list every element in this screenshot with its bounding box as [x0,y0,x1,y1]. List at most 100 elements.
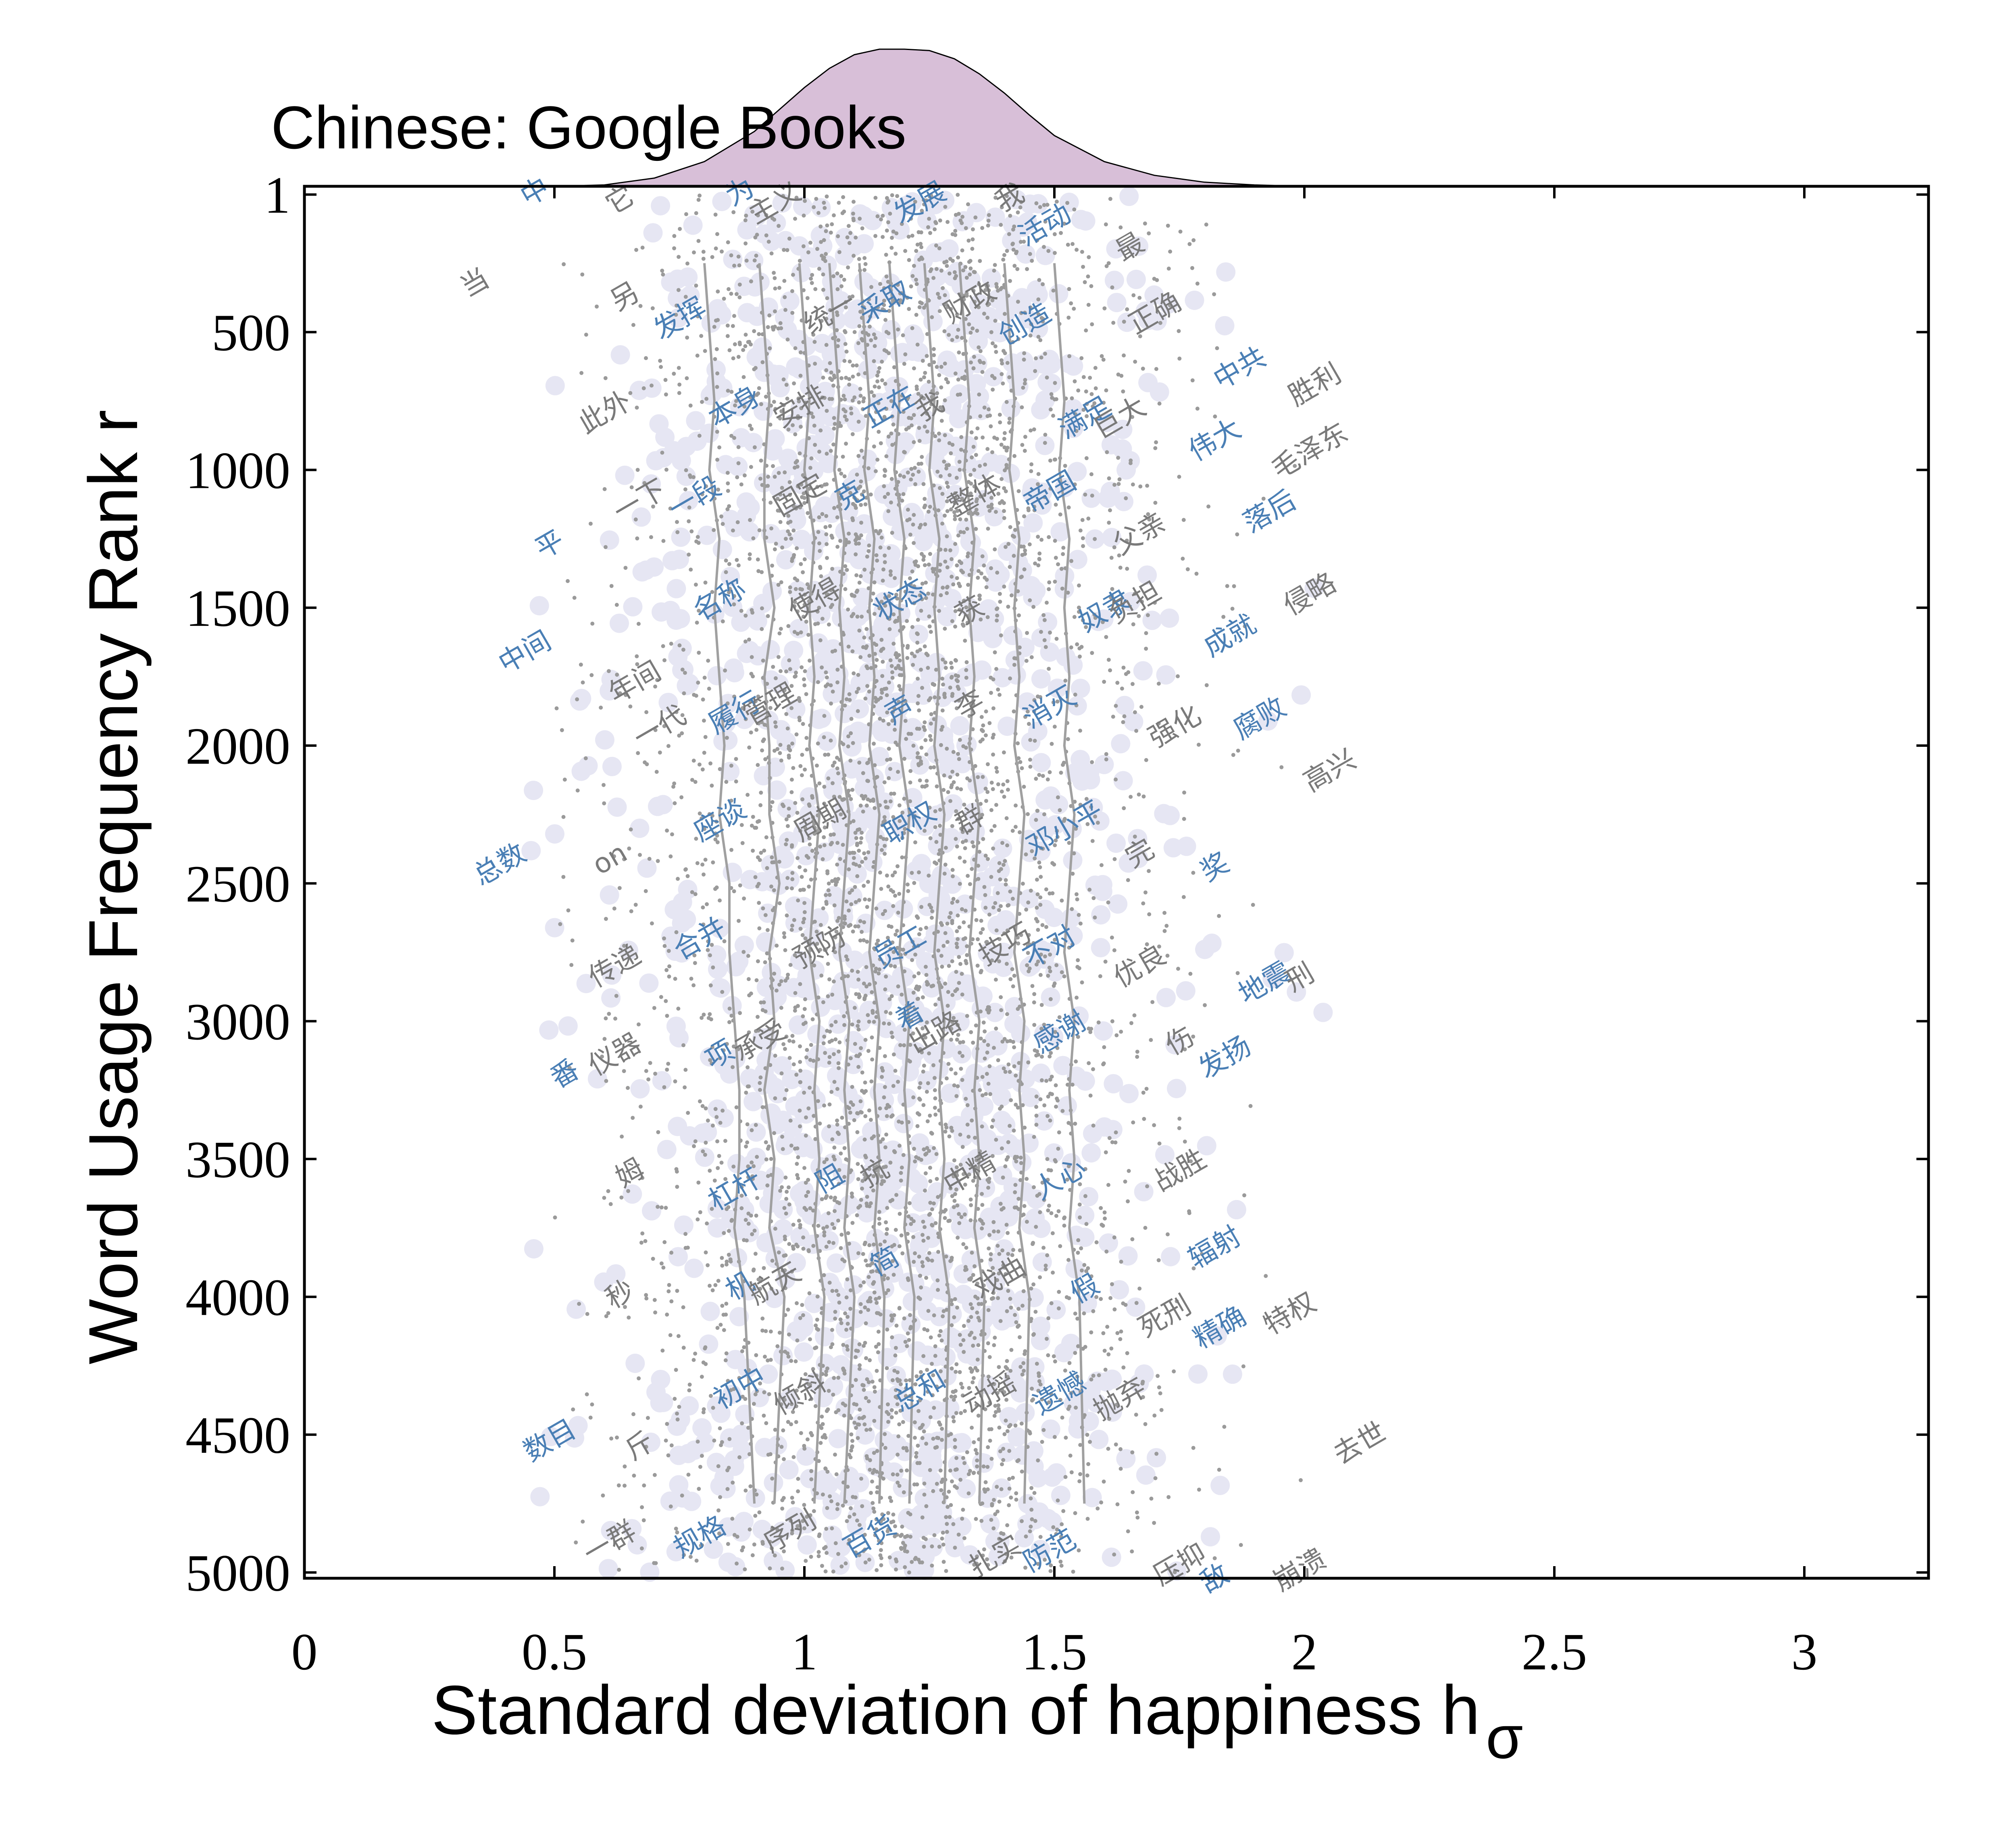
scatter-point [842,1014,846,1019]
scatter-point [1012,663,1016,667]
scatter-point [1158,1391,1162,1396]
scatter-point [859,1046,863,1050]
scatter-point [879,535,884,540]
scatter-point [694,283,698,288]
scatter-point [928,1468,932,1472]
scatter-point [950,769,955,774]
scatter-point [750,1232,754,1236]
scatter-point-halo [1115,696,1135,715]
scatter-point [937,609,941,613]
scatter-point [903,450,907,454]
scatter-point [1003,1164,1008,1169]
scatter-point [872,1451,876,1455]
scatter-point [803,767,807,772]
scatter-point [948,1219,952,1223]
scatter-point-halo [796,1446,816,1466]
scatter-point [904,427,908,431]
scatter-point [893,870,897,875]
scatter-point [869,1269,873,1274]
scatter-point [1011,1475,1015,1480]
scatter-point [778,751,782,755]
scatter-point [933,1076,937,1080]
scatter-point [1104,1150,1108,1154]
scatter-point [847,692,852,696]
scatter-point [1166,223,1170,228]
scatter-point [744,241,748,246]
scatter-point [849,1100,853,1104]
scatter-point [701,250,706,254]
scatter-point [897,1144,902,1148]
scatter-point [1032,1023,1037,1027]
scatter-point [887,1555,892,1560]
scatter-point [1054,637,1059,641]
scatter-point [970,1250,974,1255]
scatter-point-halo [897,1088,917,1108]
scatter-point [1122,714,1127,719]
scatter-point [872,1020,876,1024]
scatter-point-halo [1089,612,1108,631]
scatter-point-halo [733,1440,752,1460]
scatter-point [986,1308,991,1312]
scatter-point [764,1329,768,1333]
scatter-point [909,467,914,471]
scatter-point [993,510,998,514]
scatter-point [902,1316,906,1321]
scatter-point [893,1069,898,1073]
scatter-point [788,963,793,967]
scatter-point [1028,765,1033,769]
scatter-point [971,1040,975,1045]
scatter-point [825,542,829,546]
scatter-point [910,274,915,278]
scatter-point [1135,1515,1140,1520]
scatter-point [876,370,881,374]
scatter-point [1091,1067,1095,1071]
scatter-point-halo [827,1066,846,1086]
scatter-point [885,228,889,233]
scatter-point [1088,1440,1092,1444]
scatter-point [908,769,913,773]
scatter-point [708,1283,712,1288]
scatter-point-halo [1119,186,1139,206]
scatter-point [903,249,908,253]
scatter-point [1162,910,1167,915]
scatter-point [757,901,761,905]
scatter-point-halo [666,1542,686,1562]
scatter-point-halo [595,730,614,750]
scatter-point [916,971,921,975]
scatter-point [922,1063,926,1068]
scatter-point [821,288,825,292]
scatter-point [833,1020,838,1024]
scatter-point [869,285,873,289]
scatter-point [1090,322,1094,327]
scatter-point [1053,251,1057,255]
scatter-point [854,552,858,556]
scatter-point [750,1553,755,1557]
scatter-point [884,1010,888,1014]
scatter-point [1197,742,1201,747]
scatter-point [780,1506,785,1511]
scatter-point-halo [711,1403,731,1423]
scatter-point [1099,1500,1104,1504]
scatter-point [924,752,929,756]
scatter-point [842,1413,846,1418]
scatter-point [708,953,712,958]
scatter-point [923,1188,927,1193]
scatter-point [1012,264,1017,268]
scatter-point [948,911,953,915]
scatter-point [1033,1310,1038,1314]
scatter-point [973,1136,977,1140]
scatter-point [827,622,831,627]
scatter-point [1026,812,1030,816]
scatter-point-halo [722,1385,742,1404]
scatter-point [798,865,802,869]
scatter-point [719,1323,723,1327]
scatter-point [772,271,776,275]
scatter-point [744,1488,748,1493]
scatter-point [1001,782,1006,787]
scatter-point [976,575,980,580]
scatter-point [732,436,736,440]
scatter-point [947,915,952,919]
scatter-point [1013,825,1018,829]
scatter-point [756,1015,760,1019]
scatter-point [845,1277,850,1281]
